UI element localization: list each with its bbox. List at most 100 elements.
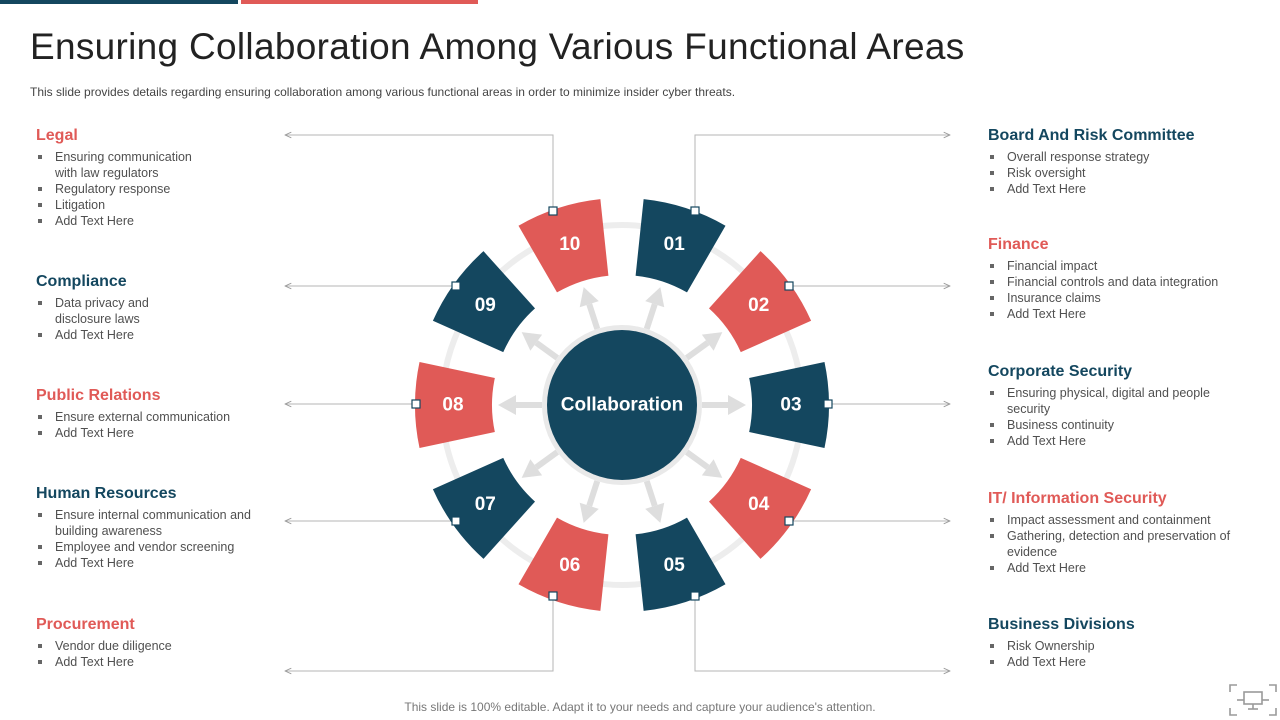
segment-number: 02 xyxy=(748,295,769,316)
radial-arrow xyxy=(498,395,542,415)
area-corporate-security: Corporate Security Ensuring physical, di… xyxy=(988,363,1248,449)
footer-note: This slide is 100% editable. Adapt it to… xyxy=(404,700,876,714)
segment-number: 08 xyxy=(442,395,463,416)
radial-arrow xyxy=(579,287,601,330)
segment-number: 03 xyxy=(780,395,801,416)
connector-10 xyxy=(285,135,554,211)
segment-number: 01 xyxy=(664,234,686,255)
area-board-and-risk-committee: Board And Risk Committee Overall respons… xyxy=(988,127,1248,197)
segment-shape xyxy=(635,199,726,293)
connector-nodes xyxy=(411,206,833,601)
connector-node xyxy=(548,591,558,601)
list-item: Financial impact xyxy=(988,258,1263,274)
segment-04: 04 xyxy=(708,457,812,559)
area-it-information-security: IT/ Information Security Impact assessme… xyxy=(988,490,1248,576)
area-human-resources: Human Resources Ensure internal communic… xyxy=(36,485,296,571)
list-item: Regulatory response xyxy=(36,181,201,197)
area-public-relations: Public Relations Ensure external communi… xyxy=(36,387,296,441)
list-item: Add Text Here xyxy=(36,213,201,229)
connector-node xyxy=(784,281,794,291)
page-title: Ensuring Collaboration Among Various Fun… xyxy=(30,26,965,67)
radial-arrow xyxy=(521,449,560,478)
list-item: Add Text Here xyxy=(988,306,1263,322)
center-circle xyxy=(547,330,697,480)
connector-node xyxy=(451,281,461,291)
radial-arrow xyxy=(684,332,723,361)
numbered-segments: 01 02 03 04 05 06 07 08 09 10 xyxy=(414,199,829,611)
connector-01 xyxy=(694,135,950,211)
area-title: Corporate Security xyxy=(988,363,1133,380)
area-title: Procurement xyxy=(36,616,135,633)
connector-node xyxy=(690,591,700,601)
area-business-divisions: Business Divisions Risk Ownership Add Te… xyxy=(988,616,1248,670)
segment-01: 01 xyxy=(635,199,726,293)
area-title: Board And Risk Committee xyxy=(988,127,1195,144)
list-item: Add Text Here xyxy=(36,654,296,670)
segment-number: 05 xyxy=(664,555,686,576)
area-finance: Finance Financial impact Financial contr… xyxy=(988,236,1248,322)
segment-shape xyxy=(708,251,812,353)
list-item: Vendor due diligence xyxy=(36,638,296,654)
radial-arrow xyxy=(702,395,746,415)
segment-number: 04 xyxy=(748,494,770,515)
list-item: Employee and vendor screening xyxy=(36,539,251,555)
connector-node xyxy=(784,516,794,526)
segment-10: 10 xyxy=(518,199,609,293)
list-item: Litigation xyxy=(36,197,201,213)
top-accent-bar-red xyxy=(241,0,478,4)
segment-03: 03 xyxy=(749,361,829,449)
segment-number: 07 xyxy=(475,494,496,515)
list-item: Add Text Here xyxy=(988,560,1238,576)
segment-08: 08 xyxy=(414,361,495,449)
segment-shape xyxy=(708,457,812,559)
radial-arrow xyxy=(521,332,560,361)
segment-shape xyxy=(432,251,536,353)
segment-05: 05 xyxy=(635,517,726,611)
list-item: Impact assessment and containment xyxy=(988,512,1238,528)
radial-arrow xyxy=(684,449,723,478)
list-item: Ensuring communication with law regulato… xyxy=(36,149,201,181)
list-item: Risk Ownership xyxy=(988,638,1248,654)
presentation-icon xyxy=(1229,684,1277,716)
segment-07: 07 xyxy=(432,457,536,559)
area-title: Human Resources xyxy=(36,485,177,502)
list-item: Data privacy and disclosure laws xyxy=(36,295,186,327)
connector-05 xyxy=(694,596,950,671)
segment-shape xyxy=(414,361,495,449)
segment-shape xyxy=(432,457,536,559)
list-item: Financial controls and data integration xyxy=(988,274,1263,290)
area-title: Legal xyxy=(36,127,78,144)
connector-node xyxy=(451,516,461,526)
radial-arrows xyxy=(498,287,746,523)
segment-02: 02 xyxy=(708,251,812,353)
area-compliance: Compliance Data privacy and disclosure l… xyxy=(36,273,296,343)
area-legal: Legal Ensuring communication with law re… xyxy=(36,127,296,229)
area-title: Business Divisions xyxy=(988,616,1135,633)
page-subtitle: This slide provides details regarding en… xyxy=(30,85,736,99)
list-item: Ensuring physical, digital and people se… xyxy=(988,385,1238,417)
segment-number: 06 xyxy=(559,555,580,576)
center-label: Collaboration xyxy=(561,395,683,416)
connector-node xyxy=(548,206,558,216)
list-item: Ensure external communication xyxy=(36,409,296,425)
list-item: Ensure internal communication and buildi… xyxy=(36,507,251,539)
area-title: Public Relations xyxy=(36,387,161,404)
radial-arrow xyxy=(643,287,665,330)
connector-node xyxy=(823,399,833,409)
list-item: Add Text Here xyxy=(988,181,1248,197)
segment-shape xyxy=(518,517,609,611)
radial-arrow xyxy=(579,480,601,523)
segment-shape xyxy=(518,199,609,293)
segment-number: 10 xyxy=(559,234,580,255)
list-item: Add Text Here xyxy=(988,433,1238,449)
segment-shape xyxy=(749,361,829,449)
segment-06: 06 xyxy=(518,517,609,611)
list-item: Risk oversight xyxy=(988,165,1248,181)
list-item: Add Text Here xyxy=(988,654,1248,670)
segment-number: 09 xyxy=(475,295,496,316)
area-title: Compliance xyxy=(36,273,127,290)
list-item: Add Text Here xyxy=(36,425,296,441)
list-item: Add Text Here xyxy=(36,327,186,343)
area-title: Finance xyxy=(988,236,1049,253)
